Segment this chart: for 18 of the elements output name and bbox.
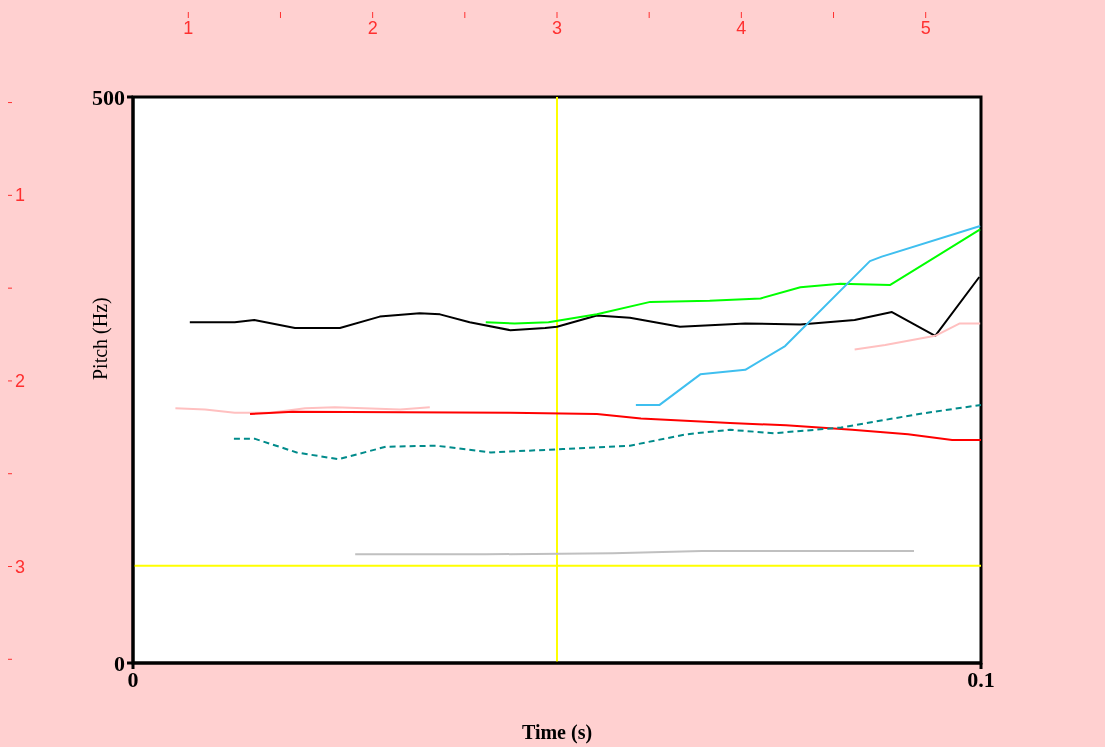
x2-tick-label: 1	[183, 18, 194, 38]
x2-tick-label: 5	[920, 18, 931, 38]
line-series	[249, 410, 981, 441]
x2-tick-label: 2	[367, 18, 378, 38]
y2-tick-label: 3	[15, 556, 26, 577]
x-tick-label: 0.1	[967, 666, 995, 692]
x2-tick-label: 4	[736, 18, 747, 38]
y2-tick-label: 1	[15, 185, 26, 206]
line-series	[188, 275, 981, 337]
x-axis-title: Time (s)	[521, 721, 593, 744]
y2-tick-label: 2	[15, 370, 26, 391]
x2-tick-label: 3	[551, 18, 563, 38]
line-series	[634, 225, 981, 406]
y-tick-label: 500	[92, 84, 125, 110]
line-series	[232, 403, 981, 461]
line-series	[484, 228, 981, 325]
y-axis-title: Pitch (Hz)	[89, 297, 113, 380]
line-series	[853, 322, 981, 351]
